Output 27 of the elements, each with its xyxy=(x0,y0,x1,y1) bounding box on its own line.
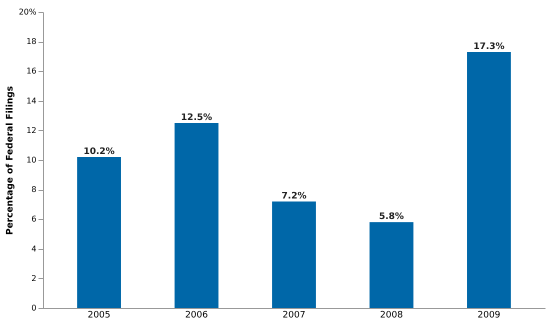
y-tick-label: 8 xyxy=(31,185,36,194)
y-tick-label: 14 xyxy=(26,96,36,106)
y-tick-label: 20% xyxy=(18,8,37,16)
y-tick-label: 16 xyxy=(26,66,36,76)
x-tick-label: 2006 xyxy=(185,310,208,320)
data-label: 7.2% xyxy=(282,191,306,202)
x-tick-label: 2009 xyxy=(478,310,501,320)
y-tick-label: 4 xyxy=(31,244,36,254)
y-tick-label: 6 xyxy=(31,214,36,224)
y-tick-label: 12 xyxy=(26,126,36,135)
y-axis-title: Percentage of Federal Filings xyxy=(6,86,16,236)
y-tick-label: 2 xyxy=(31,274,36,283)
y-tick-label: 18 xyxy=(26,37,36,46)
x-tick-label: 2005 xyxy=(88,310,110,320)
y-tick-label: 0 xyxy=(31,304,36,312)
x-tick-label: 2008 xyxy=(380,310,404,320)
bar xyxy=(370,222,414,308)
bar xyxy=(467,52,511,308)
data-label: 17.3% xyxy=(473,42,505,52)
data-label: 12.5% xyxy=(180,113,212,123)
bar xyxy=(174,123,218,308)
x-tick-label: 2007 xyxy=(282,310,306,320)
y-tick-label: 10 xyxy=(26,156,36,164)
data-label: 5.8% xyxy=(378,212,404,222)
bar xyxy=(77,157,121,308)
data-label: 10.2% xyxy=(83,147,115,158)
bar xyxy=(272,201,316,308)
